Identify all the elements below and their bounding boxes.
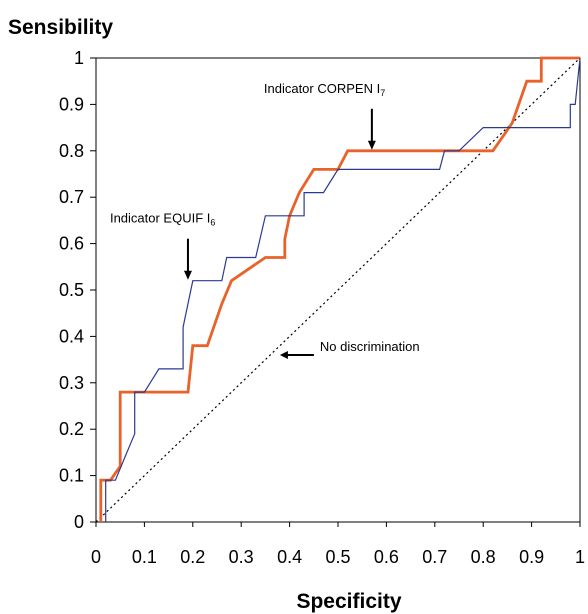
- annotations: Indicator CORPEN I7 Indicator EQUIF I6 No …: [110, 81, 420, 359]
- y-tick-label: 0.8: [59, 141, 84, 161]
- arrow-head-icon: [367, 140, 376, 150]
- series-layer: [95, 56, 581, 523]
- x-tick-label: 0.5: [325, 547, 350, 567]
- annotation-equif: Indicator EQUIF I6: [110, 211, 215, 228]
- y-tick-label: 0.3: [59, 373, 84, 393]
- y-tick-label: 0.6: [59, 234, 84, 254]
- x-tick-label: 1: [575, 547, 585, 567]
- annotation-text: No discrimination: [320, 339, 420, 354]
- x-tick-label: 0.1: [132, 547, 157, 567]
- annotation-subscript: 7: [380, 88, 385, 98]
- x-tick-label: 0.7: [422, 547, 447, 567]
- annotation-subscript: 6: [210, 218, 215, 228]
- annotation-nodisc: No discrimination: [320, 339, 420, 354]
- x-tick-label: 0.8: [471, 547, 496, 567]
- annotation-text: Indicator EQUIF I: [110, 211, 210, 226]
- y-tick-label: 0.4: [59, 326, 84, 346]
- series-line-equif: [105, 57, 581, 522]
- y-axis-title: Sensibility: [8, 16, 113, 39]
- x-axis-title: Specificity: [296, 590, 401, 613]
- x-tick-label: 0.9: [519, 547, 544, 567]
- arrow-head-icon: [183, 270, 192, 280]
- series-line-corpen: [99, 56, 580, 522]
- x-tick-label: 0: [91, 547, 101, 567]
- x-tick-label: 0.3: [229, 547, 254, 567]
- y-tick-label: 0.7: [59, 187, 84, 207]
- annotation-text: Indicator CORPEN I: [264, 81, 380, 96]
- y-axis-ticks: 0 0.1 0.2 0.3 0.4 0.5 0.6 0.7 0.8 0.9 1: [59, 48, 96, 532]
- x-tick-label: 0.4: [277, 547, 302, 567]
- x-axis-ticks: 0 0.1 0.2 0.3 0.4 0.5 0.6 0.7 0.8 0.9 1: [91, 522, 585, 567]
- y-tick-label: 0.5: [59, 280, 84, 300]
- annotation-corpen: Indicator CORPEN I7: [264, 81, 385, 98]
- arrow-head-icon: [279, 350, 288, 359]
- y-tick-label: 0.1: [59, 466, 84, 486]
- series-line-no-discrimination: [95, 57, 581, 523]
- y-tick-label: 0: [74, 512, 84, 532]
- y-tick-label: 0.9: [59, 94, 84, 114]
- y-tick-label: 1: [74, 48, 84, 68]
- x-tick-label: 0.6: [374, 547, 399, 567]
- x-tick-label: 0.2: [180, 547, 205, 567]
- y-tick-label: 0.2: [59, 419, 84, 439]
